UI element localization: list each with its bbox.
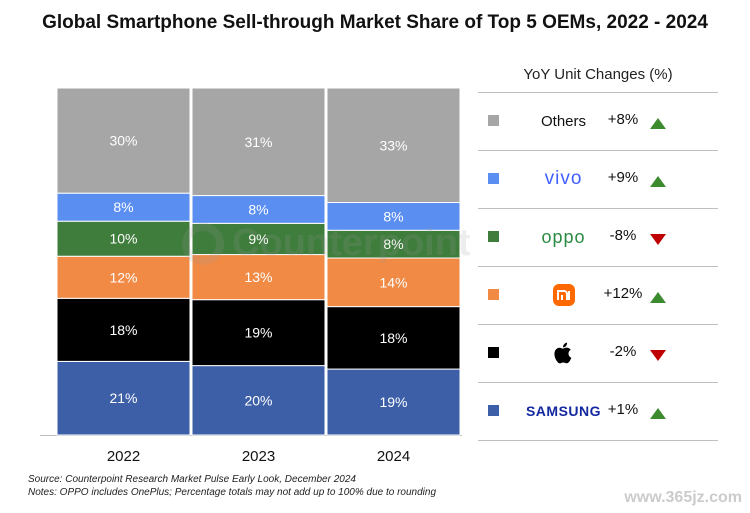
watermark: Counterpoint	[182, 222, 471, 265]
legend-swatch-vivo	[488, 173, 499, 184]
legend-brand-apple	[516, 338, 611, 368]
triangle-down-icon	[650, 348, 666, 366]
legend-change-apple: -2%	[609, 343, 637, 360]
bar-segment-others-2022	[56, 87, 191, 194]
legend-change-vivo: +9%	[607, 169, 639, 186]
legend-divider-bottom	[478, 440, 718, 441]
bar-segment-xiaomi-2022	[56, 255, 191, 299]
bar-segment-samsung-2022	[56, 360, 191, 436]
legend-row-apple: -2%	[478, 324, 718, 382]
bar-segment-oppo-2024	[326, 229, 461, 259]
legend-swatch-others	[488, 115, 499, 126]
footnote-source: Source: Counterpoint Research Market Pul…	[28, 474, 356, 485]
site-watermark: www.365jz.com	[624, 489, 742, 506]
legend-divider	[478, 266, 718, 267]
legend-brand-vivo: vivo	[516, 164, 611, 194]
legend-brand-samsung: SAMSUNG	[516, 396, 611, 426]
bar-segment-apple-2023	[191, 299, 326, 367]
legend-row-others: Others +8%	[478, 92, 718, 150]
x-tick-label-2022: 2022	[107, 448, 140, 465]
x-tick-label-2024: 2024	[377, 448, 410, 465]
legend-swatch-xiaomi	[488, 289, 499, 300]
bar-segment-vivo-2024	[326, 202, 461, 231]
triangle-up-icon	[650, 290, 666, 308]
legend-change-samsung: +1%	[607, 401, 639, 418]
data-label-xiaomi-2022: 12%	[109, 269, 137, 285]
legend-label-samsung: SAMSUNG	[525, 403, 602, 419]
data-label-samsung-2024: 19%	[379, 394, 407, 410]
data-label-oppo-2022: 10%	[109, 231, 137, 247]
triangle-up-icon	[650, 406, 666, 424]
legend-change-oppo: -8%	[609, 227, 637, 244]
data-label-vivo-2024: 8%	[383, 208, 403, 224]
bar-segment-samsung-2023	[191, 365, 326, 436]
data-label-xiaomi-2024: 14%	[379, 274, 407, 290]
footnote-notes: Notes: OPPO includes OnePlus; Percentage…	[28, 487, 437, 498]
data-label-oppo-2023: 9%	[248, 231, 268, 247]
triangle-down-icon	[650, 232, 666, 250]
legend-swatch-apple	[488, 347, 499, 358]
data-label-apple-2023: 19%	[244, 325, 272, 341]
data-label-samsung-2022: 21%	[109, 390, 137, 406]
legend-change-others: +8%	[607, 111, 639, 128]
legend-divider	[478, 324, 718, 325]
data-label-xiaomi-2023: 13%	[244, 269, 272, 285]
watermark-text: Counterpoint	[232, 222, 471, 264]
legend-label-oppo: oppo	[541, 226, 586, 247]
bar-segment-apple-2024	[326, 306, 461, 370]
data-label-vivo-2022: 8%	[113, 199, 133, 215]
legend-divider	[478, 150, 718, 151]
bar-segment-others-2024	[326, 87, 461, 204]
data-label-apple-2022: 18%	[109, 322, 137, 338]
footnote: Source: Counterpoint Research Market Pul…	[28, 473, 436, 499]
triangle-up-icon	[650, 116, 666, 134]
data-label-samsung-2023: 20%	[244, 392, 272, 408]
data-label-others-2022: 30%	[109, 133, 137, 149]
mi-logo-icon	[552, 284, 575, 306]
legend-row-oppo: oppo -8%	[478, 208, 718, 266]
legend-label-others: Others	[540, 112, 586, 130]
apple-logo-icon	[553, 342, 571, 364]
legend-row-samsung: SAMSUNG +1%	[478, 382, 718, 440]
triangle-up-icon	[650, 174, 666, 192]
legend-swatch-samsung	[488, 405, 499, 416]
bar-segment-samsung-2024	[326, 368, 461, 436]
legend-change-xiaomi: +12%	[603, 285, 643, 302]
data-label-oppo-2024: 8%	[383, 236, 403, 252]
watermark-logo-icon	[182, 222, 224, 265]
data-label-others-2024: 33%	[379, 137, 407, 153]
legend-brand-oppo: oppo	[516, 222, 611, 252]
legend-title: YoY Unit Changes (%)	[523, 66, 673, 83]
legend-divider	[478, 382, 718, 383]
data-label-vivo-2023: 8%	[248, 201, 268, 217]
data-label-apple-2024: 18%	[379, 330, 407, 346]
legend-row-xiaomi: +12%	[478, 266, 718, 324]
legend-divider-top	[478, 92, 718, 93]
data-label-others-2023: 31%	[244, 134, 272, 150]
legend-label-vivo: vivo	[544, 168, 583, 189]
legend-brand-others: Others	[516, 106, 611, 136]
legend-divider	[478, 208, 718, 209]
chart-title: Global Smartphone Sell-through Market Sh…	[42, 12, 708, 33]
legend-brand-xiaomi	[516, 280, 611, 310]
bar-segment-xiaomi-2024	[326, 257, 461, 308]
x-tick-label-2023: 2023	[242, 448, 275, 465]
bar-segment-others-2023	[191, 87, 326, 197]
legend-row-vivo: vivo +9%	[478, 150, 718, 208]
legend-swatch-oppo	[488, 231, 499, 242]
